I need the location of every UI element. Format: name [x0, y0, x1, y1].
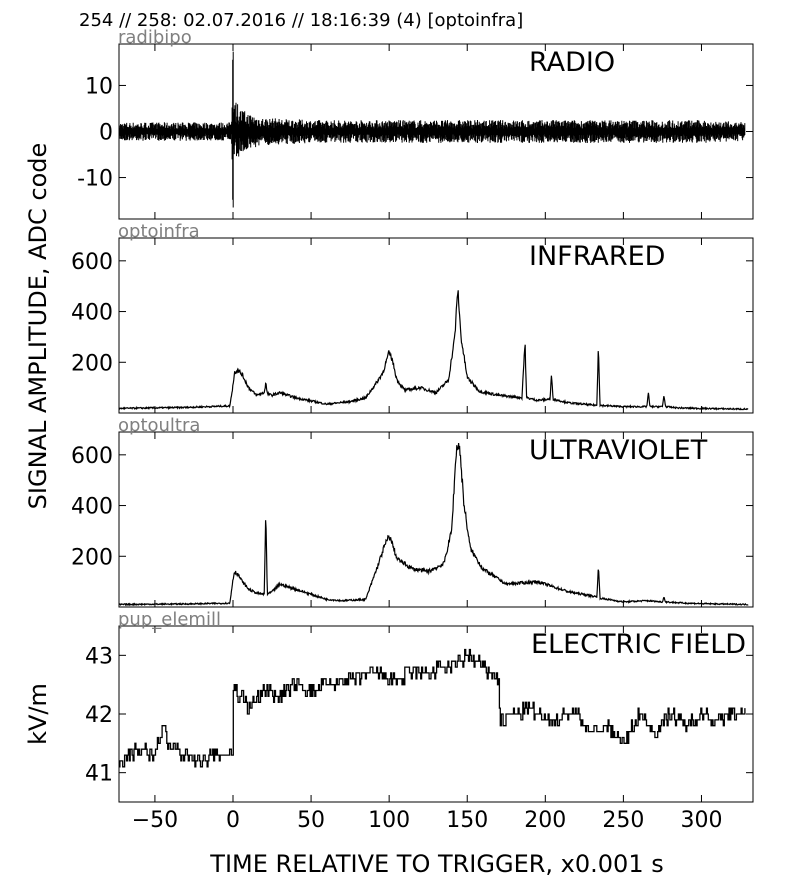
panel-title: INFRARED: [529, 241, 665, 272]
x-axis-label: TIME RELATIVE TO TRIGGER, x0.001 s: [209, 850, 663, 878]
panel-title: ELECTRIC FIELD: [531, 629, 746, 660]
y-tick-label: 42: [85, 703, 113, 728]
y-tick-label: 600: [71, 444, 113, 469]
radio-trace: [118, 51, 746, 208]
field-trace: [119, 648, 746, 768]
y-tick-label: 41: [85, 762, 113, 787]
channel-label: optoultra: [118, 415, 200, 436]
channel-label: radibipo: [118, 27, 192, 48]
x-tick-label: 50: [297, 808, 325, 833]
x-tick-label: 100: [368, 808, 410, 833]
x-tick-label: 0: [226, 808, 240, 833]
optoultra-trace: [118, 442, 749, 607]
y-tick-label: 200: [71, 351, 113, 376]
optoinfra-trace: [118, 290, 749, 411]
panels: 100-10radibipoRADIO200400600optoinfraINF…: [24, 27, 754, 833]
y-tick-label: 0: [99, 121, 113, 146]
y-tick-label: 600: [71, 250, 113, 275]
y-tick-label: 200: [71, 545, 113, 570]
x-tick-label: 150: [446, 808, 488, 833]
channel-label: pup_elemill: [118, 609, 221, 630]
y-tick-label: 10: [85, 74, 113, 99]
y-tick-label: 400: [71, 301, 113, 326]
panel-y-axis-label: kV/m: [24, 683, 52, 745]
plot-frame: [118, 431, 754, 608]
y-tick-label: -10: [77, 167, 113, 192]
panel-title: ULTRAVIOLET: [529, 435, 708, 466]
x-tick-label: 200: [524, 808, 566, 833]
x-tick-label: 300: [680, 808, 722, 833]
plot-frame: [118, 237, 754, 414]
x-tick-label: 250: [602, 808, 644, 833]
x-tick-label: −50: [132, 808, 178, 833]
panel-radibipo: 10 0 -10 radibipo RADIO: [77, 27, 754, 220]
channel-label: optoinfra: [118, 221, 200, 242]
panel-title: RADIO: [529, 47, 615, 78]
main-y-axis-label: SIGNAL AMPLITUDE, ADC code: [24, 143, 52, 510]
y-tick-label: 43: [85, 644, 113, 669]
figure-header: 254 // 258: 02.07.2016 // 18:16:39 (4) […: [79, 10, 523, 31]
y-tick-label: 400: [71, 495, 113, 520]
